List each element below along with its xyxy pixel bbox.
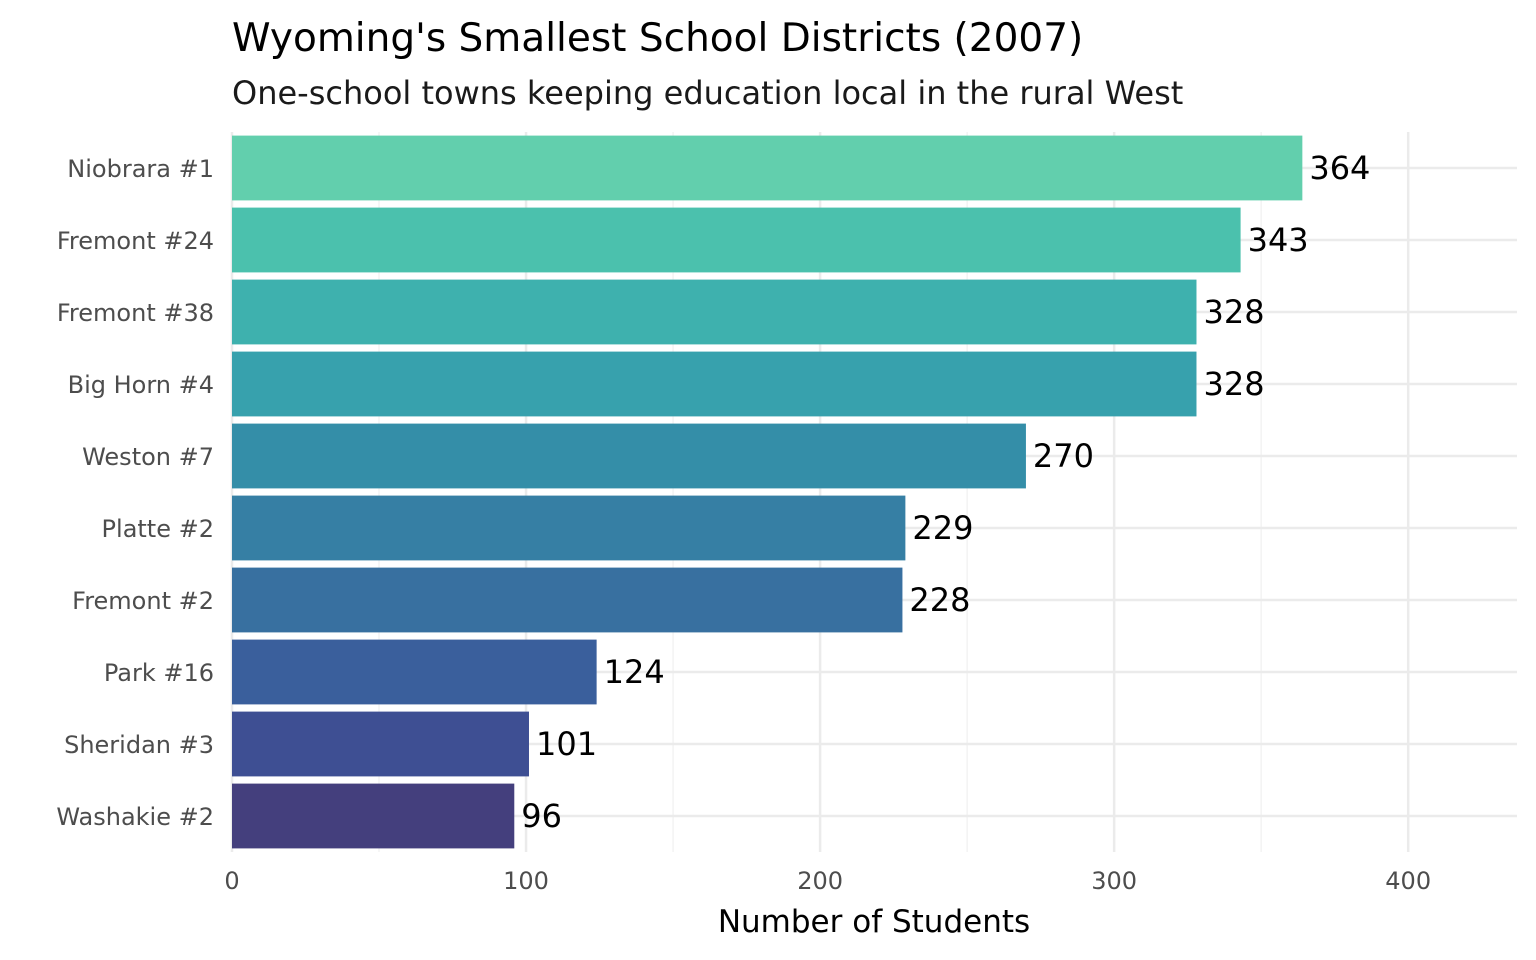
data-label: 124: [604, 653, 665, 691]
x-axis-label: Number of Students: [718, 904, 1030, 940]
bar: [232, 207, 1241, 273]
y-tick-label: Fremont #2: [72, 587, 214, 615]
bar: [232, 639, 597, 705]
y-tick-label: Sheridan #3: [64, 731, 214, 759]
data-label: 328: [1203, 293, 1264, 331]
bar: [232, 279, 1197, 345]
y-tick-label: Fremont #38: [57, 299, 214, 327]
y-axis-labels: Niobrara #1 Fremont #24 Fremont #38 Big Hor…: [56, 155, 214, 831]
bar: [232, 783, 515, 849]
y-tick-label: Platte #2: [102, 515, 214, 543]
data-label: 343: [1248, 221, 1309, 259]
data-label: 229: [912, 509, 973, 547]
bar: [232, 351, 1197, 417]
x-axis-ticks: 0 100 200 300 400: [224, 867, 1431, 895]
data-label: 96: [521, 797, 562, 835]
x-tick-label: 400: [1385, 867, 1431, 895]
bar: [232, 567, 903, 633]
x-tick-label: 0: [224, 867, 239, 895]
x-tick-label: 100: [503, 867, 549, 895]
y-tick-label: Big Horn #4: [68, 371, 214, 399]
data-label: 101: [536, 725, 597, 763]
chart-subtitle: One-school towns keeping education local…: [232, 74, 1183, 112]
data-label: 328: [1203, 365, 1264, 403]
x-tick-label: 200: [797, 867, 843, 895]
bar: [232, 423, 1026, 489]
y-tick-label: Weston #7: [82, 443, 214, 471]
y-tick-label: Niobrara #1: [67, 155, 214, 183]
bar: [232, 135, 1303, 201]
chart-title: Wyoming's Smallest School Districts (200…: [232, 16, 1083, 61]
data-label: 228: [909, 581, 970, 619]
data-label: 270: [1033, 437, 1094, 475]
y-tick-label: Fremont #24: [57, 227, 214, 255]
x-tick-label: 300: [1091, 867, 1137, 895]
y-tick-label: Park #16: [104, 659, 214, 687]
y-tick-label: Washakie #2: [56, 803, 214, 831]
bar: [232, 495, 906, 561]
bar: [232, 711, 529, 777]
data-label: 364: [1309, 149, 1370, 187]
